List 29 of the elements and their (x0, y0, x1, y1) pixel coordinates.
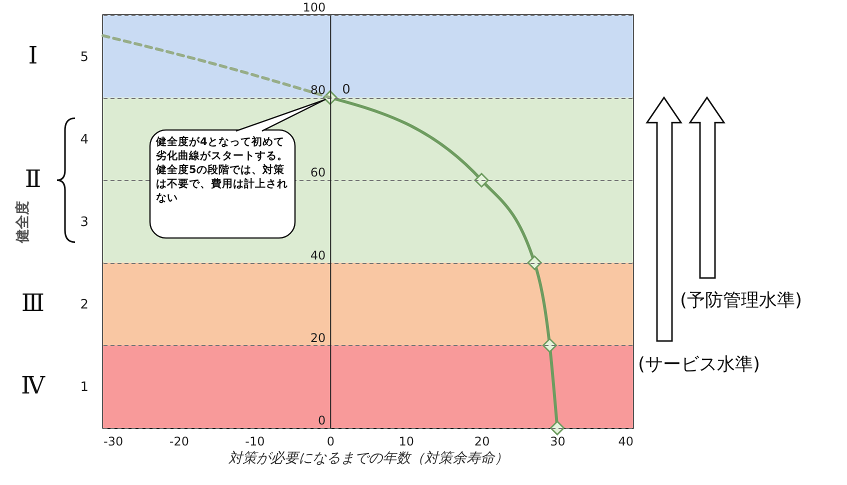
band-label: Ⅰ (28, 41, 38, 70)
band-label: Ⅳ (21, 372, 46, 400)
band-label: Ⅲ (21, 289, 45, 318)
x-tick-label: 20 (474, 434, 490, 448)
x-tick-label: 10 (398, 434, 414, 448)
y-tick-label: 80 (310, 83, 326, 98)
x-tick-label: -20 (169, 434, 190, 448)
x-tick-label: 30 (550, 434, 566, 448)
text: (サービス水準) (638, 353, 760, 376)
y-tick-label: 40 (310, 248, 326, 262)
y-tick-label: 20 (310, 330, 326, 345)
text: (予防管理水準) (680, 289, 802, 312)
x-axis-title: 対策が必要になるまでの年数（対策余寿命） (228, 450, 508, 466)
annotation: 健全度が4となって初めて劣化曲線がスタートする。健全度5の段階では、対策は不要で、費用は計上されない (156, 135, 289, 205)
y2-tick-label: 1 (80, 380, 88, 396)
y2-tick-label: 5 (80, 50, 88, 65)
y2-axis-title: 健全度 (14, 201, 32, 244)
y2-tick-label: 2 (80, 298, 88, 313)
x-tick-label: -10 (245, 434, 265, 448)
band-label: Ⅱ (24, 165, 42, 194)
x-tick-label: 40 (618, 434, 634, 448)
annotation: 0 (342, 82, 350, 98)
x-tick-label: 0 (326, 434, 334, 448)
y-tick-label: 0 (318, 414, 326, 428)
x-tick-label: -30 (104, 434, 124, 448)
y-tick-label: 60 (310, 166, 326, 180)
y2-tick-label: 3 (80, 215, 88, 230)
y-tick-label: 100 (302, 0, 326, 14)
y2-tick-label: 4 (80, 132, 88, 148)
